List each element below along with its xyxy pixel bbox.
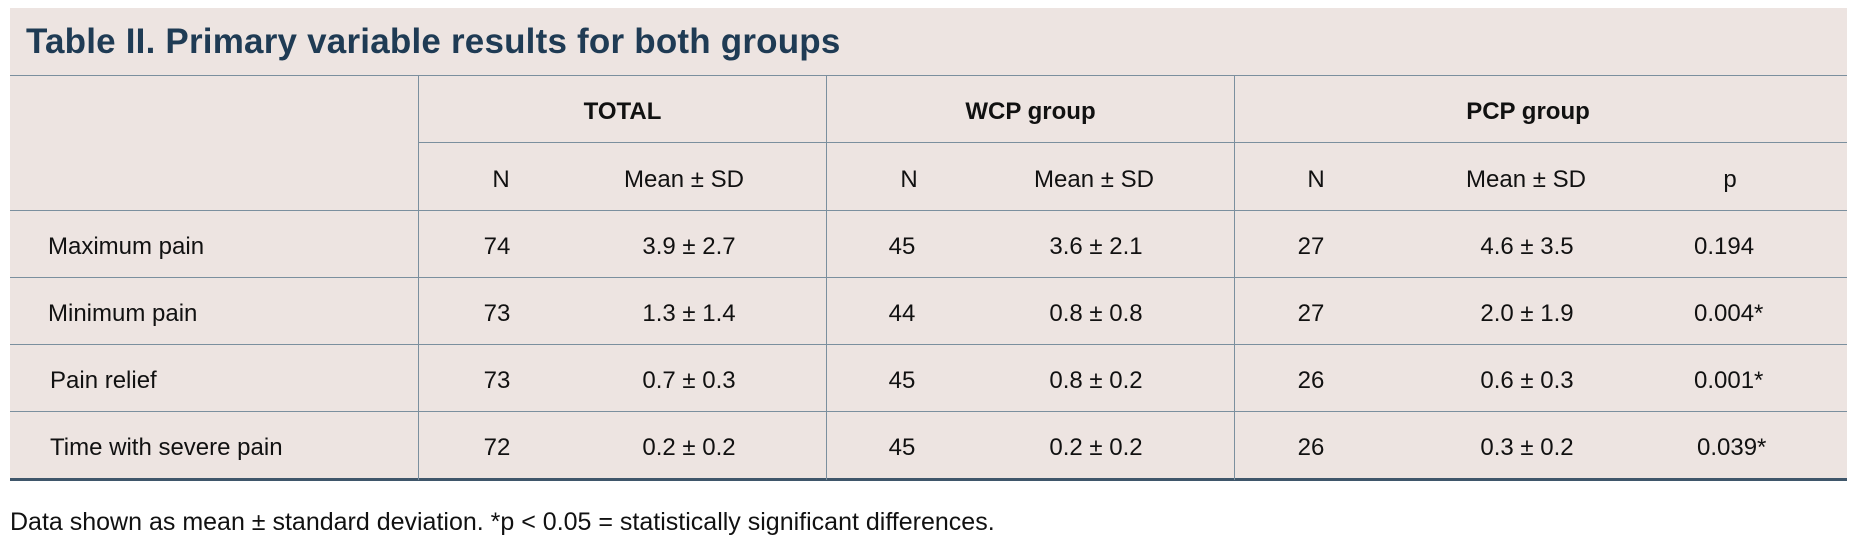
rule-row-2 <box>10 344 1847 345</box>
cell-pcp-n: 26 <box>1297 367 1325 394</box>
subheader-mean-sd: Mean ± SD <box>624 166 744 193</box>
cell-total-mean: 0.7 ± 0.3 <box>642 367 736 394</box>
cell-pcp-mean: 2.0 ± 1.9 <box>1480 300 1574 327</box>
cell-wcp-mean: 0.2 ± 0.2 <box>1049 434 1143 461</box>
cell-wcp-mean: 0.8 ± 0.8 <box>1049 300 1143 327</box>
rule-row-3 <box>10 411 1847 412</box>
subheader-n: N <box>1307 166 1325 193</box>
cell-total-mean: 1.3 ± 1.4 <box>642 300 736 327</box>
subheader-mean-sd: Mean ± SD <box>1466 166 1586 193</box>
row-label: Minimum pain <box>48 300 198 327</box>
cell-total-n: 73 <box>483 367 511 394</box>
row-label: Time with severe pain <box>50 434 283 461</box>
cell-wcp-mean: 3.6 ± 2.1 <box>1049 233 1143 260</box>
group-header-wcp: WCP group <box>965 98 1096 125</box>
subheader-p: p <box>1723 166 1737 193</box>
cell-pcp-mean: 0.6 ± 0.3 <box>1480 367 1574 394</box>
subheader-mean-sd: Mean ± SD <box>1034 166 1154 193</box>
column-divider <box>1234 75 1235 480</box>
cell-pcp-mean: 4.6 ± 3.5 <box>1480 233 1574 260</box>
cell-total-mean: 0.2 ± 0.2 <box>642 434 736 461</box>
cell-total-n: 74 <box>483 233 511 260</box>
group-header-total: TOTAL <box>583 98 662 125</box>
cell-pcp-n: 27 <box>1297 233 1325 260</box>
table-panel <box>10 8 1847 480</box>
cell-wcp-n: 45 <box>888 367 916 394</box>
cell-p: 0.039* <box>1697 434 1767 461</box>
cell-wcp-n: 44 <box>888 300 916 327</box>
row-label: Maximum pain <box>48 233 205 260</box>
group-header-pcp: PCP group <box>1466 98 1590 125</box>
subheader-n: N <box>900 166 918 193</box>
cell-wcp-n: 45 <box>888 233 916 260</box>
cell-p: 0.194 <box>1694 233 1755 260</box>
cell-p: 0.001* <box>1694 367 1764 394</box>
cell-total-mean: 3.9 ± 2.7 <box>642 233 736 260</box>
cell-p: 0.004* <box>1694 300 1764 327</box>
table-title: Table II. Primary variable results for b… <box>26 22 841 61</box>
cell-total-n: 72 <box>483 434 511 461</box>
rule-group-header <box>419 142 1847 143</box>
rule-subheader <box>10 210 1847 211</box>
cell-pcp-n: 26 <box>1297 434 1325 461</box>
rule-top <box>10 75 1847 76</box>
subheader-n: N <box>492 166 510 193</box>
cell-total-n: 73 <box>483 300 511 327</box>
column-divider <box>418 75 419 480</box>
table-footnote: Data shown as mean ± standard deviation.… <box>10 508 995 536</box>
cell-pcp-n: 27 <box>1297 300 1325 327</box>
cell-wcp-n: 45 <box>888 434 916 461</box>
row-label: Pain relief <box>50 367 157 394</box>
cell-wcp-mean: 0.8 ± 0.2 <box>1049 367 1143 394</box>
cell-pcp-mean: 0.3 ± 0.2 <box>1480 434 1574 461</box>
rule-bottom <box>10 478 1847 481</box>
rule-row-1 <box>10 277 1847 278</box>
column-divider <box>826 75 827 480</box>
